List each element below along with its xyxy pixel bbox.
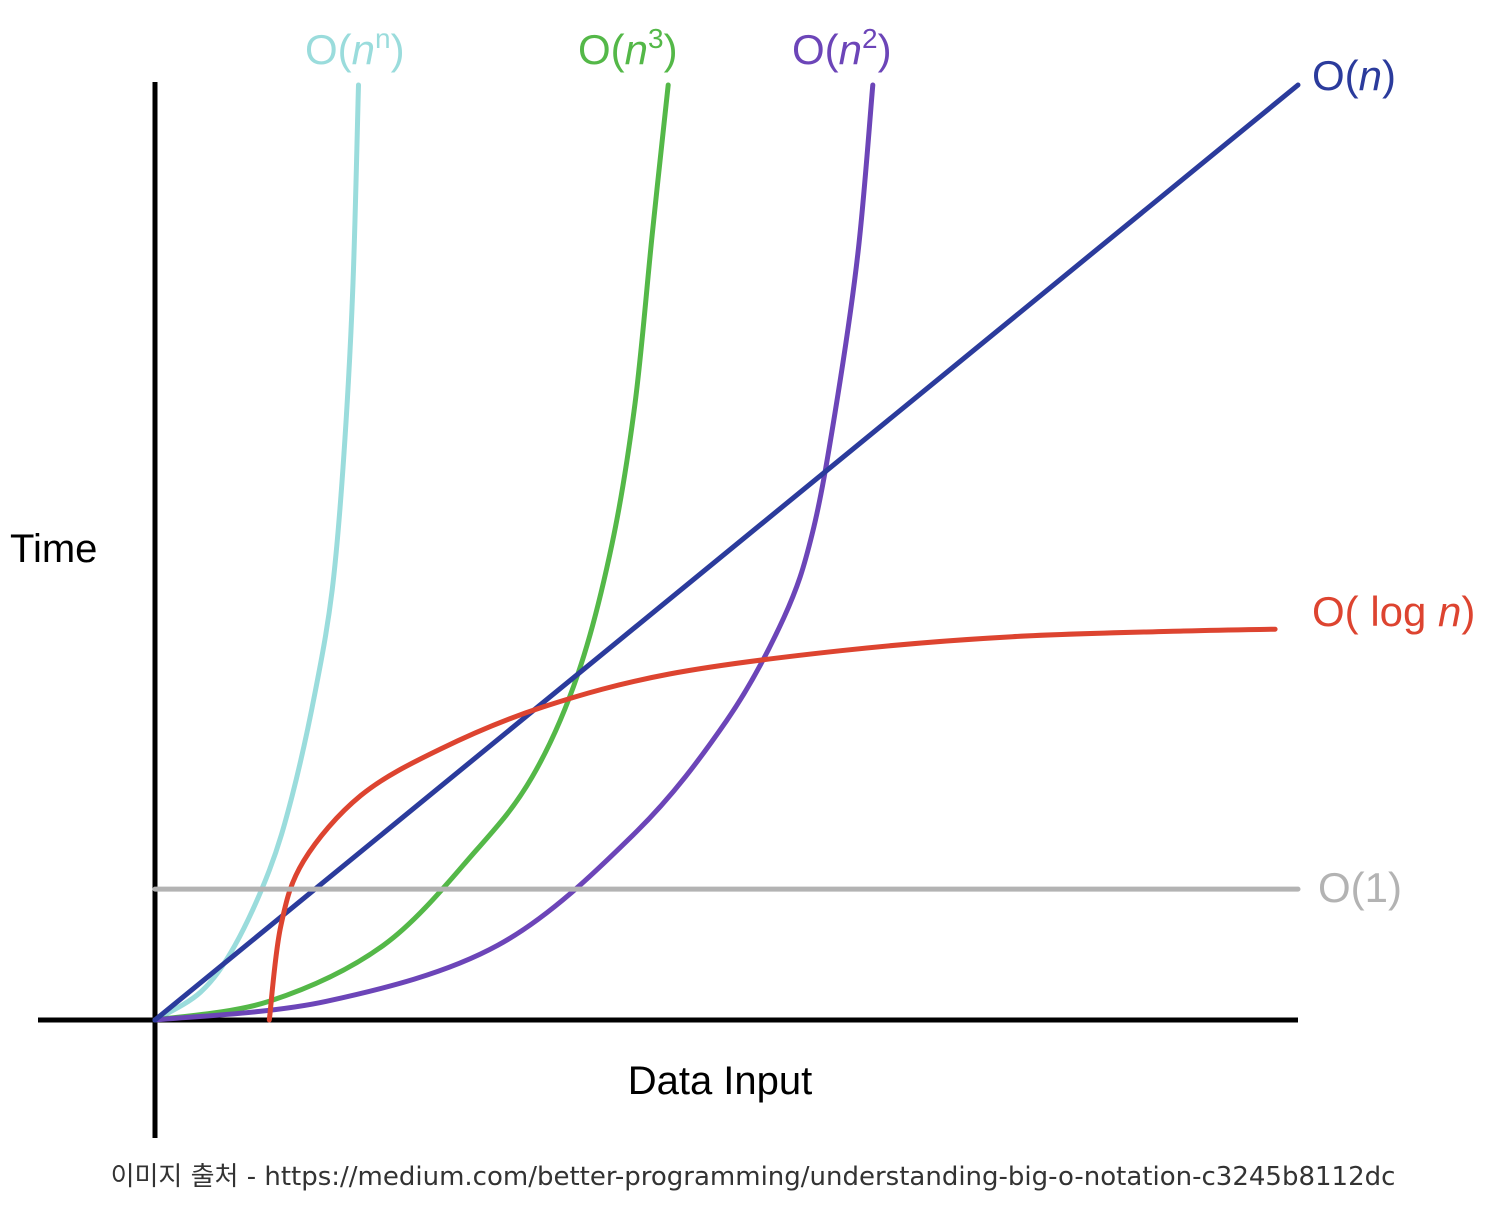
label-part: 2 bbox=[862, 23, 878, 54]
image-source-caption: 이미지 출처 - https://medium.com/better-progr… bbox=[110, 1162, 1396, 1192]
label-o-n: O(n) bbox=[1312, 52, 1396, 99]
label-part: ) bbox=[1382, 52, 1396, 99]
label-part: n bbox=[375, 23, 391, 54]
series-labels: O(nn) O(n3) O(n2)O(n)O( log n)O(1) bbox=[305, 23, 1475, 911]
curve-o-n-to-the-n bbox=[152, 82, 361, 1023]
label-part: O( bbox=[1312, 52, 1359, 99]
label-part: O( bbox=[305, 26, 352, 73]
curve-o-n-squared bbox=[152, 82, 876, 1023]
label-part: n bbox=[625, 26, 648, 73]
axes bbox=[38, 82, 1298, 1138]
label-part: O( bbox=[578, 26, 625, 73]
label-part: O(1) bbox=[1318, 864, 1402, 911]
label-part: ) bbox=[1461, 588, 1475, 635]
label-part: 3 bbox=[648, 23, 664, 54]
label-part: O( log bbox=[1312, 588, 1438, 635]
label-part: n bbox=[352, 26, 375, 73]
label-o-n-cubed: O(n3) bbox=[578, 23, 678, 73]
x-axis-title: Data Input bbox=[628, 1059, 813, 1103]
curve-o-n-cubed bbox=[152, 82, 671, 1023]
label-part: ) bbox=[664, 26, 678, 73]
curve-o-n bbox=[152, 82, 1301, 1023]
series-curves bbox=[152, 82, 1301, 1023]
label-part: n bbox=[1438, 588, 1461, 635]
label-o-log-n: O( log n) bbox=[1312, 588, 1475, 635]
label-o-n-to-the-n: O(nn) bbox=[305, 23, 405, 73]
label-o-n-squared: O(n2) bbox=[792, 23, 892, 73]
label-part: n bbox=[839, 26, 862, 73]
y-axis-title: Time bbox=[10, 527, 97, 571]
label-o-1: O(1) bbox=[1318, 864, 1402, 911]
label-part: ) bbox=[391, 26, 405, 73]
curve-o-log-n bbox=[266, 626, 1278, 1023]
label-part: O( bbox=[792, 26, 839, 73]
label-part: ) bbox=[878, 26, 892, 73]
label-part: n bbox=[1359, 52, 1382, 99]
